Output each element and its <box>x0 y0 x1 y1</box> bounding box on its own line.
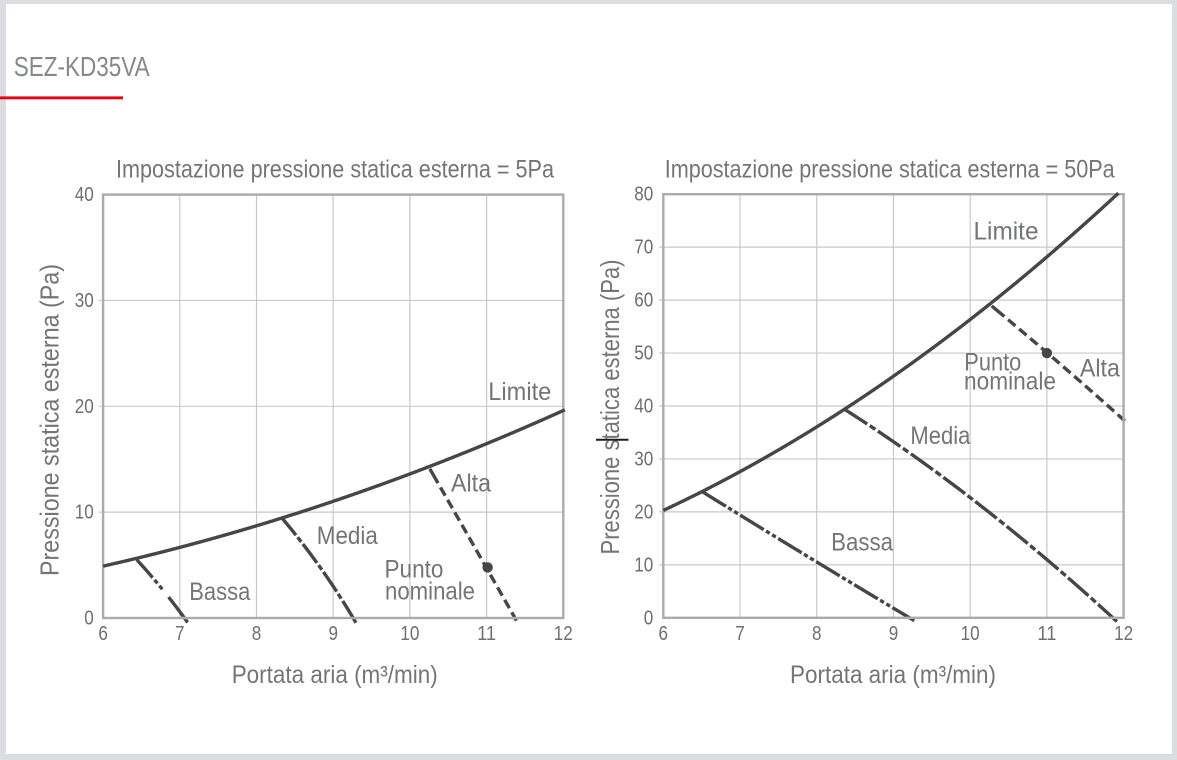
svg-text:Portata aria (m³/min): Portata aria (m³/min) <box>790 661 996 689</box>
svg-text:8: 8 <box>812 622 822 645</box>
svg-text:11: 11 <box>1037 622 1056 645</box>
svg-text:70: 70 <box>634 236 653 259</box>
svg-text:30: 30 <box>75 289 94 312</box>
svg-text:SEZ-KD35VA: SEZ-KD35VA <box>14 51 150 82</box>
svg-text:nominale: nominale <box>964 368 1056 396</box>
svg-text:10: 10 <box>400 622 419 645</box>
svg-text:Portata aria (m³/min): Portata aria (m³/min) <box>232 661 438 689</box>
svg-text:Bassa: Bassa <box>831 528 893 556</box>
svg-text:Limite: Limite <box>488 378 551 406</box>
svg-text:12: 12 <box>1114 622 1133 645</box>
svg-text:Impostazione pressione statica: Impostazione pressione statica esterna =… <box>665 156 1115 184</box>
svg-text:20: 20 <box>75 395 94 418</box>
svg-text:Punto: Punto <box>385 555 444 583</box>
svg-text:nominale: nominale <box>385 578 475 606</box>
svg-text:0: 0 <box>84 607 94 630</box>
svg-text:40: 40 <box>75 183 94 206</box>
svg-text:9: 9 <box>328 622 338 645</box>
svg-text:Bassa: Bassa <box>189 578 250 606</box>
svg-text:60: 60 <box>634 289 653 312</box>
svg-text:Pressione statica esterna (Pa): Pressione statica esterna (Pa) <box>35 264 65 576</box>
svg-text:9: 9 <box>889 622 899 645</box>
svg-text:50: 50 <box>634 342 653 365</box>
svg-text:Punto: Punto <box>964 348 1021 376</box>
svg-text:10: 10 <box>961 622 980 645</box>
svg-text:Limite: Limite <box>974 217 1039 245</box>
svg-text:12: 12 <box>554 622 573 645</box>
svg-text:7: 7 <box>735 622 745 645</box>
svg-text:6: 6 <box>98 622 108 645</box>
svg-text:80: 80 <box>634 183 653 206</box>
svg-text:Impostazione pressione statica: Impostazione pressione statica esterna =… <box>116 156 554 184</box>
svg-text:10: 10 <box>634 553 653 576</box>
svg-text:40: 40 <box>634 395 653 418</box>
svg-text:Media: Media <box>910 422 970 450</box>
svg-text:Alta: Alta <box>451 470 491 498</box>
svg-text:10: 10 <box>75 501 94 524</box>
svg-text:7: 7 <box>175 622 185 645</box>
svg-text:30: 30 <box>634 447 653 470</box>
svg-text:8: 8 <box>252 622 262 645</box>
svg-text:Alta: Alta <box>1080 354 1120 382</box>
svg-text:Pressione statica esterna (Pa): Pressione statica esterna (Pa) <box>595 260 625 555</box>
svg-text:0: 0 <box>644 606 654 629</box>
svg-text:11: 11 <box>477 622 496 645</box>
svg-text:20: 20 <box>634 500 653 523</box>
svg-text:6: 6 <box>659 622 669 645</box>
svg-text:Media: Media <box>317 522 378 550</box>
